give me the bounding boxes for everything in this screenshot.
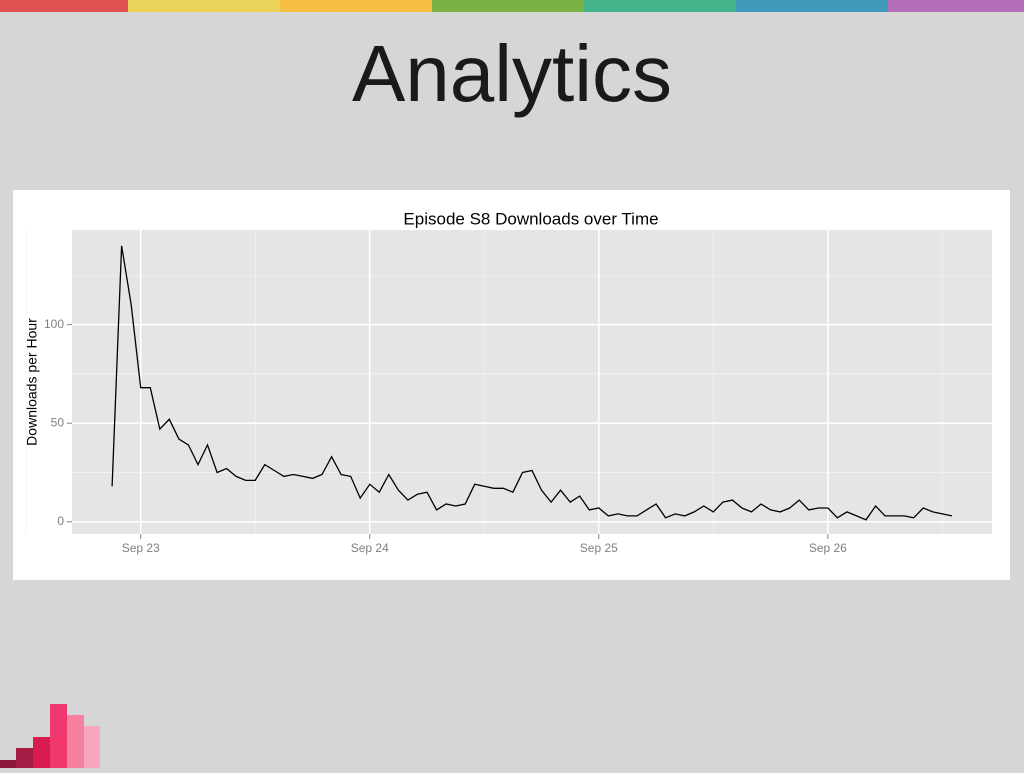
top-stripe bbox=[0, 0, 1024, 12]
plot: 0 50 100 Sep 23 Sep 24 Sep 25 Sep 26 bbox=[25, 230, 992, 555]
chart-title: Episode S8 Downloads over Time bbox=[403, 209, 658, 228]
x-tick-label: Sep 26 bbox=[809, 541, 847, 555]
logo-bars bbox=[0, 704, 100, 768]
y-tick-label: 0 bbox=[57, 514, 64, 528]
y-tick-label: 50 bbox=[51, 415, 65, 429]
slide-title: Analytics bbox=[352, 29, 672, 118]
x-tick-label: Sep 25 bbox=[580, 541, 618, 555]
plot-panel bbox=[72, 230, 992, 534]
x-tick-label: Sep 24 bbox=[351, 541, 389, 555]
x-tick-label: Sep 23 bbox=[122, 541, 160, 555]
data-line bbox=[111, 245, 953, 521]
y-axis-label: Downloads per Hour bbox=[24, 318, 40, 446]
y-tick-label: 100 bbox=[44, 317, 64, 331]
